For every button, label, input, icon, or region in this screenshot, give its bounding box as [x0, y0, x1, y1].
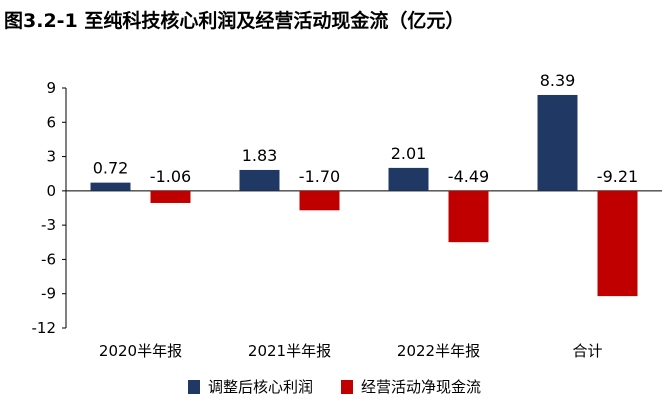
data-label: -1.70	[299, 167, 340, 186]
x-category-label: 2020半年报	[99, 342, 182, 360]
legend-item-cash-flow: 经营活动净现金流	[341, 376, 481, 397]
chart-title: 图3.2-1 至纯科技核心利润及经营活动现金流（亿元）	[4, 10, 465, 32]
y-tick-label: -12	[32, 319, 57, 337]
y-tick-label: 9	[46, 79, 56, 97]
bar-core-profit	[239, 169, 280, 191]
y-tick-label: 0	[46, 182, 56, 200]
legend-item-core-profit: 调整后核心利润	[187, 376, 313, 397]
legend-label-cash-flow: 经营活动净现金流	[361, 378, 482, 396]
bar-cash-flow	[299, 190, 340, 211]
data-label: 0.72	[93, 159, 129, 178]
bar-core-profit	[90, 182, 131, 191]
bar-core-profit	[388, 167, 429, 191]
bar-core-profit	[537, 94, 578, 191]
bar-cash-flow	[448, 190, 489, 243]
y-tick-label: -9	[41, 285, 56, 303]
y-tick-label: -6	[41, 250, 56, 268]
data-label: -4.49	[448, 167, 489, 186]
legend-swatch-core-profit	[187, 379, 200, 394]
data-label: 1.83	[242, 146, 278, 165]
y-tick-label: 3	[46, 148, 56, 166]
y-tick-label: 6	[46, 113, 56, 131]
x-category-label: 2021半年报	[248, 342, 331, 360]
x-category-label: 合计	[572, 342, 602, 360]
legend-label-core-profit: 调整后核心利润	[207, 378, 313, 396]
y-tick-label: -3	[41, 216, 56, 234]
bar-cash-flow	[597, 190, 638, 297]
bar-cash-flow	[150, 190, 191, 203]
data-label: 8.39	[540, 71, 576, 90]
x-category-label: 2022半年报	[397, 342, 480, 360]
data-label: -9.21	[597, 167, 638, 186]
legend-swatch-cash-flow	[341, 379, 353, 394]
chart-legend: 调整后核心利润 经营活动净现金流	[0, 376, 669, 397]
data-label: -1.06	[150, 167, 191, 186]
data-label: 2.01	[391, 144, 427, 163]
